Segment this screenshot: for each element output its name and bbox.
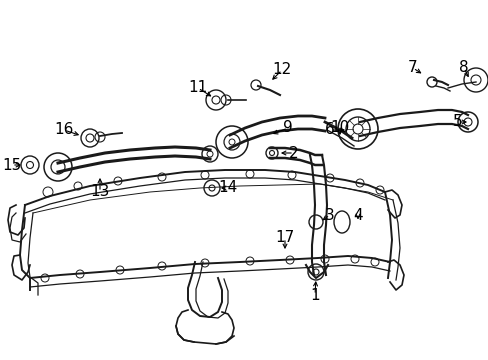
Text: 13: 13 [90,184,109,199]
Text: 1: 1 [309,288,319,302]
Text: 5: 5 [452,114,462,130]
Text: 9: 9 [283,121,292,135]
Text: 15: 15 [2,158,21,172]
Text: 7: 7 [407,60,417,76]
Text: 4: 4 [352,207,362,222]
Text: 11: 11 [188,81,207,95]
Text: 12: 12 [272,63,291,77]
Text: 16: 16 [54,122,74,138]
Text: 3: 3 [325,207,334,222]
Text: 8: 8 [458,60,468,76]
Text: 14: 14 [218,180,237,195]
Text: 2: 2 [288,145,298,161]
Text: 10: 10 [330,121,349,135]
Text: 17: 17 [275,230,294,246]
Text: 6: 6 [325,122,334,138]
